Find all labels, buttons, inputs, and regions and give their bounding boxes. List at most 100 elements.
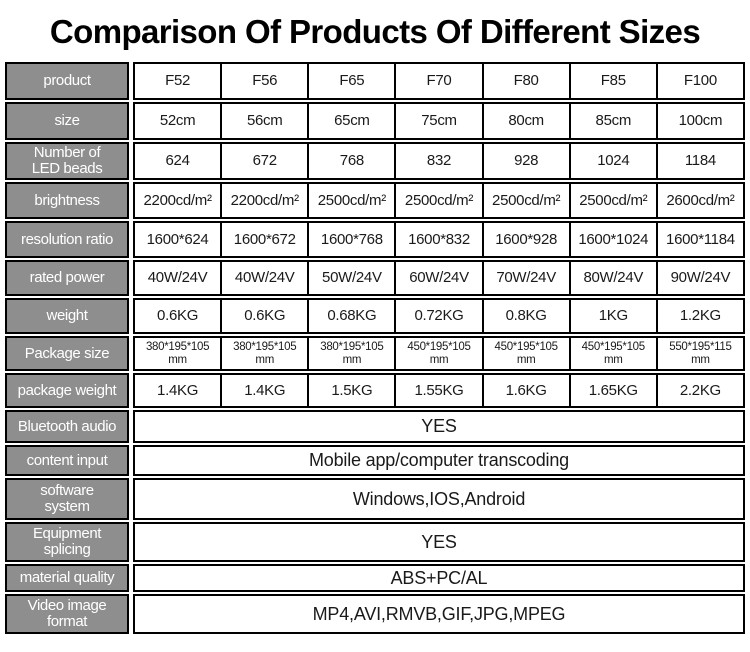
table-cell: F70 [396, 64, 484, 98]
table-cell: 1600*1024 [571, 223, 658, 256]
cell-line: 380*195*105 [145, 341, 210, 354]
cell-line: mm [168, 353, 187, 366]
cell-line: 80W/24V [583, 269, 644, 287]
table-cell: 380*195*105 mm [135, 338, 223, 369]
row-values-package-weight: 1.4KG 1.4KG 1.5KG 1.55KG 1.6KG 1.65KG 2.2KG [133, 373, 745, 408]
cell-line: F70 [426, 72, 452, 90]
cell-line: 1.55KG [414, 381, 464, 399]
table-cell: 70W/24V [484, 262, 571, 294]
cell-line: 90W/24V [670, 269, 731, 287]
table-row-brightness: brightness 2200cd/m² 2200cd/m² 2500cd/m² 250… [5, 182, 745, 219]
cell-line: 1600*1184 [666, 230, 735, 248]
label-line: Equipment [32, 525, 102, 543]
cell-line: 2200cd/m² [143, 191, 212, 209]
cell-line: 1.4KG [244, 381, 286, 399]
cell-line: 450*195*105 [494, 341, 559, 354]
row-values-equipment-splicing: YES [133, 522, 745, 562]
cell-line: 1600*832 [408, 230, 470, 248]
table-cell: 1.65KG [571, 375, 658, 406]
label-line: size [54, 112, 80, 130]
cell-line: 832 [426, 152, 452, 170]
row-label-size: size [5, 102, 129, 140]
table-cell: 1600*624 [135, 223, 223, 256]
cell-line: 450*195*105 [407, 341, 471, 354]
cell-line: 2500cd/m² [492, 191, 561, 209]
row-values-rated-power: 40W/24V 40W/24V 50W/24V 60W/24V 70W/24V 80W/2… [133, 260, 745, 296]
row-label-package-weight: package weight [5, 373, 129, 408]
table-cell-merged: Mobile app/computer transcoding [309, 450, 569, 470]
label-line: software [40, 482, 94, 500]
cell-line: 52cm [159, 112, 196, 130]
table-cell: 2500cd/m² [571, 184, 658, 217]
row-label-brightness: brightness [5, 182, 129, 219]
label-line: splicing [43, 541, 91, 558]
cell-line: 1.4KG [157, 381, 199, 399]
cell-line: mm [255, 353, 274, 366]
label-line: system [44, 498, 90, 515]
table-cell: 52cm [135, 104, 223, 138]
table-cell: 1600*832 [396, 223, 484, 256]
table-row-material-quality: material quality ABS+PC/AL [5, 564, 745, 592]
table-cell: 450*195*105 mm [396, 338, 484, 369]
table-cell: 624 [135, 144, 223, 178]
cell-line: 100cm [678, 112, 723, 130]
label-line: format [46, 613, 88, 630]
table-row-content-input: content input Mobile app/computer transco… [5, 445, 745, 476]
cell-line: 2500cd/m² [317, 191, 386, 209]
row-values-content-input: Mobile app/computer transcoding [133, 445, 745, 476]
table-cell: 2500cd/m² [309, 184, 397, 217]
table-cell: 380*195*105 mm [222, 338, 310, 369]
row-values-brightness: 2200cd/m² 2200cd/m² 2500cd/m² 2500cd/m² 2500… [133, 182, 745, 219]
row-label-material-quality: material quality [5, 564, 129, 592]
cell-line: 380*195*105 [233, 341, 297, 354]
cell-line: 1600*624 [146, 230, 209, 248]
cell-line: 1.2KG [679, 307, 721, 325]
table-cell: 0.6KG [135, 300, 223, 332]
table-cell: F52 [135, 64, 223, 98]
cell-line: 2500cd/m² [404, 191, 474, 209]
cell-line: 56cm [246, 112, 283, 130]
table-cell: 1.6KG [484, 375, 571, 406]
table-cell: F56 [222, 64, 310, 98]
table-cell-merged: ABS+PC/AL [390, 567, 488, 588]
table-cell: 80W/24V [571, 262, 658, 294]
table-cell: 1600*928 [484, 223, 571, 256]
table-cell-merged: MP4,AVI,RMVB,GIF,JPG,MPEG [312, 603, 566, 624]
row-label-video-image-format: Video image format [5, 594, 129, 634]
table-cell: 1024 [571, 144, 658, 178]
row-label-number-of-led-beads: Number of LED beads [5, 142, 129, 180]
table-row-weight: weight 0.6KG 0.6KG 0.68KG 0.72KG 0.8KG 1KG 1.2K… [5, 298, 745, 334]
spec-table: product F52 F56 F65 F70 F80 F85 F100 size 52cm 56c… [5, 62, 745, 634]
table-cell: 85cm [571, 104, 658, 138]
table-cell: 1.5KG [309, 375, 397, 406]
row-label-bluetooth-audio: Bluetooth audio [5, 410, 129, 443]
cell-line: 0.6KG [157, 307, 199, 325]
table-cell: 40W/24V [222, 262, 310, 294]
row-values-size: 52cm 56cm 65cm 75cm 80cm 85cm 100cm [133, 102, 745, 140]
table-cell: 56cm [222, 104, 310, 138]
cell-line: 672 [252, 152, 277, 170]
table-cell: 0.68KG [309, 300, 397, 332]
table-row-number-of-led-beads: Number of LED beads 624 672 768 832 928 1024 118… [5, 142, 745, 180]
table-cell: 90W/24V [658, 262, 743, 294]
cell-line: 624 [165, 152, 190, 170]
table-cell: 1600*1184 [658, 223, 743, 256]
cell-line: 1600*928 [495, 230, 558, 248]
cell-line: 1600*672 [233, 230, 296, 248]
label-line: brightness [34, 191, 100, 209]
table-cell: F100 [658, 64, 743, 98]
table-cell: 0.8KG [484, 300, 571, 332]
table-row-video-image-format: Video image format MP4,AVI,RMVB,GIF,JPG,MP… [5, 594, 745, 634]
table-row-software-system: software system Windows,IOS,Android [5, 478, 745, 520]
table-cell: 768 [309, 144, 397, 178]
cell-line: mm [691, 353, 710, 366]
table-cell: 0.6KG [222, 300, 310, 332]
row-values-resolution-ratio: 1600*624 1600*672 1600*768 1600*832 1600*928… [133, 221, 745, 258]
table-cell: 2200cd/m² [135, 184, 223, 217]
cell-line: 1600*768 [320, 230, 383, 248]
label-line: Package size [24, 344, 110, 362]
table-cell: 2500cd/m² [396, 184, 484, 217]
cell-line: 0.68KG [327, 307, 377, 325]
row-values-material-quality: ABS+PC/AL [133, 564, 745, 592]
